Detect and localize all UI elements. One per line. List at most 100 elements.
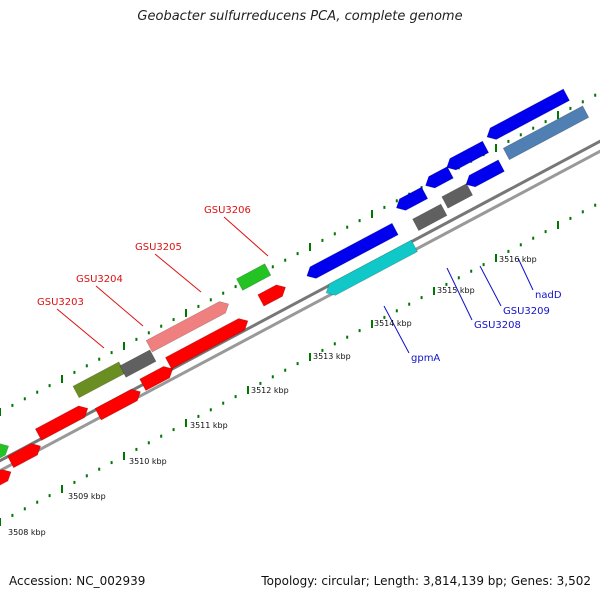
tick-mark <box>234 285 237 289</box>
kbp-tick-label: 3508 kbp <box>8 528 46 537</box>
gene-features[interactable] <box>0 88 590 493</box>
gene-arrow[interactable] <box>395 186 429 211</box>
tick-mark <box>185 309 187 317</box>
tick-mark <box>519 133 522 137</box>
tick-mark <box>420 296 423 300</box>
tick-mark <box>371 210 373 218</box>
tick-mark <box>135 447 138 451</box>
gene-arrow[interactable] <box>72 361 126 399</box>
genome-summary-text: Topology: circular; Length: 3,814,139 bp… <box>261 574 591 588</box>
gene-arrow[interactable] <box>119 349 157 378</box>
tick-mark <box>470 269 473 273</box>
tick-mark <box>333 342 336 346</box>
gene-arrow[interactable] <box>425 166 454 189</box>
gene-arrow[interactable] <box>306 222 399 279</box>
gene-arrow[interactable] <box>465 159 505 188</box>
gene-arrow[interactable] <box>34 405 89 441</box>
tick-mark <box>309 353 311 361</box>
gene-arrow[interactable] <box>257 284 286 307</box>
tick-mark <box>358 329 361 333</box>
tick-mark <box>11 513 14 517</box>
tick-mark <box>594 93 597 97</box>
gene-arrow[interactable] <box>94 388 141 421</box>
gene-arrow[interactable] <box>441 183 474 209</box>
gene-arrow[interactable] <box>139 366 174 391</box>
tick-mark <box>185 419 187 427</box>
tick-mark <box>259 381 262 385</box>
tick-mark <box>160 324 163 328</box>
map-title: Geobacter sulfurreducens PCA, complete g… <box>137 9 463 24</box>
gene-label[interactable]: GSU3206 <box>204 205 251 216</box>
tick-mark <box>73 480 76 484</box>
tick-mark <box>172 428 175 432</box>
gene-label[interactable]: GSU3209 <box>503 306 550 317</box>
gene-arrow[interactable] <box>7 443 41 469</box>
gene-label[interactable]: GSU3204 <box>76 274 123 285</box>
tick-mark <box>371 320 373 328</box>
tick-mark <box>321 238 324 242</box>
tick-mark <box>234 395 237 399</box>
tick-mark <box>346 335 349 339</box>
tick-mark <box>557 111 559 119</box>
genome-backbone <box>0 139 600 473</box>
tick-mark <box>296 252 299 256</box>
tick-mark <box>383 205 386 209</box>
tick-mark <box>569 216 572 220</box>
tick-mark <box>532 126 535 130</box>
tick-mark <box>23 507 26 511</box>
kbp-tick-label: 3509 kbp <box>68 492 106 501</box>
gene-arrow[interactable] <box>236 263 272 291</box>
gene-label[interactable]: gpmA <box>411 353 440 364</box>
gene-arrow[interactable] <box>446 140 490 171</box>
tick-mark <box>544 120 547 124</box>
tick-mark <box>433 287 435 295</box>
tick-mark <box>209 408 212 412</box>
tick-mark <box>147 331 150 335</box>
gene-label[interactable]: GSU3203 <box>37 297 84 308</box>
kbp-tick-label: 3515 kbp <box>437 286 475 295</box>
tick-mark <box>172 318 175 322</box>
tick-mark <box>0 518 1 526</box>
tick-mark <box>48 384 51 388</box>
tick-mark <box>408 302 411 306</box>
gene-label[interactable]: GSU3205 <box>135 242 182 253</box>
gene-arrow[interactable] <box>145 301 230 353</box>
leader-line <box>56 308 105 349</box>
tick-mark <box>222 291 225 295</box>
tick-mark <box>160 434 163 438</box>
gene-label[interactable]: nadD <box>535 290 562 301</box>
tick-mark <box>495 144 497 152</box>
gene-arrow[interactable] <box>412 203 448 231</box>
tick-mark <box>519 243 522 247</box>
tick-mark <box>569 106 572 110</box>
tick-mark <box>197 414 200 418</box>
tick-mark <box>346 225 349 229</box>
gene-arrow[interactable] <box>325 239 418 296</box>
tick-mark <box>85 364 88 368</box>
tick-mark <box>358 219 361 223</box>
kbp-tick-label: 3512 kbp <box>251 386 289 395</box>
tick-mark <box>507 139 510 143</box>
leader-line <box>95 285 144 327</box>
gene-arrow[interactable] <box>502 105 590 161</box>
leader-line <box>223 216 269 257</box>
kbp-tick-label: 3511 kbp <box>190 421 228 430</box>
leader-line <box>479 265 502 307</box>
tick-mark <box>98 357 101 361</box>
tick-mark <box>271 375 274 379</box>
tick-mark <box>271 265 274 269</box>
tick-mark <box>482 263 485 267</box>
tick-mark <box>594 203 597 207</box>
gene-arrow[interactable] <box>165 318 249 370</box>
tick-mark <box>0 408 1 416</box>
tick-mark <box>123 452 125 460</box>
gene-arrow[interactable] <box>0 469 12 492</box>
tick-mark <box>36 390 39 394</box>
tick-mark <box>85 474 88 478</box>
tick-mark <box>61 485 63 493</box>
gene-arrow[interactable] <box>0 443 10 472</box>
gene-arrow[interactable] <box>486 88 570 140</box>
tick-mark <box>197 304 200 308</box>
gene-label[interactable]: GSU3208 <box>474 320 521 331</box>
